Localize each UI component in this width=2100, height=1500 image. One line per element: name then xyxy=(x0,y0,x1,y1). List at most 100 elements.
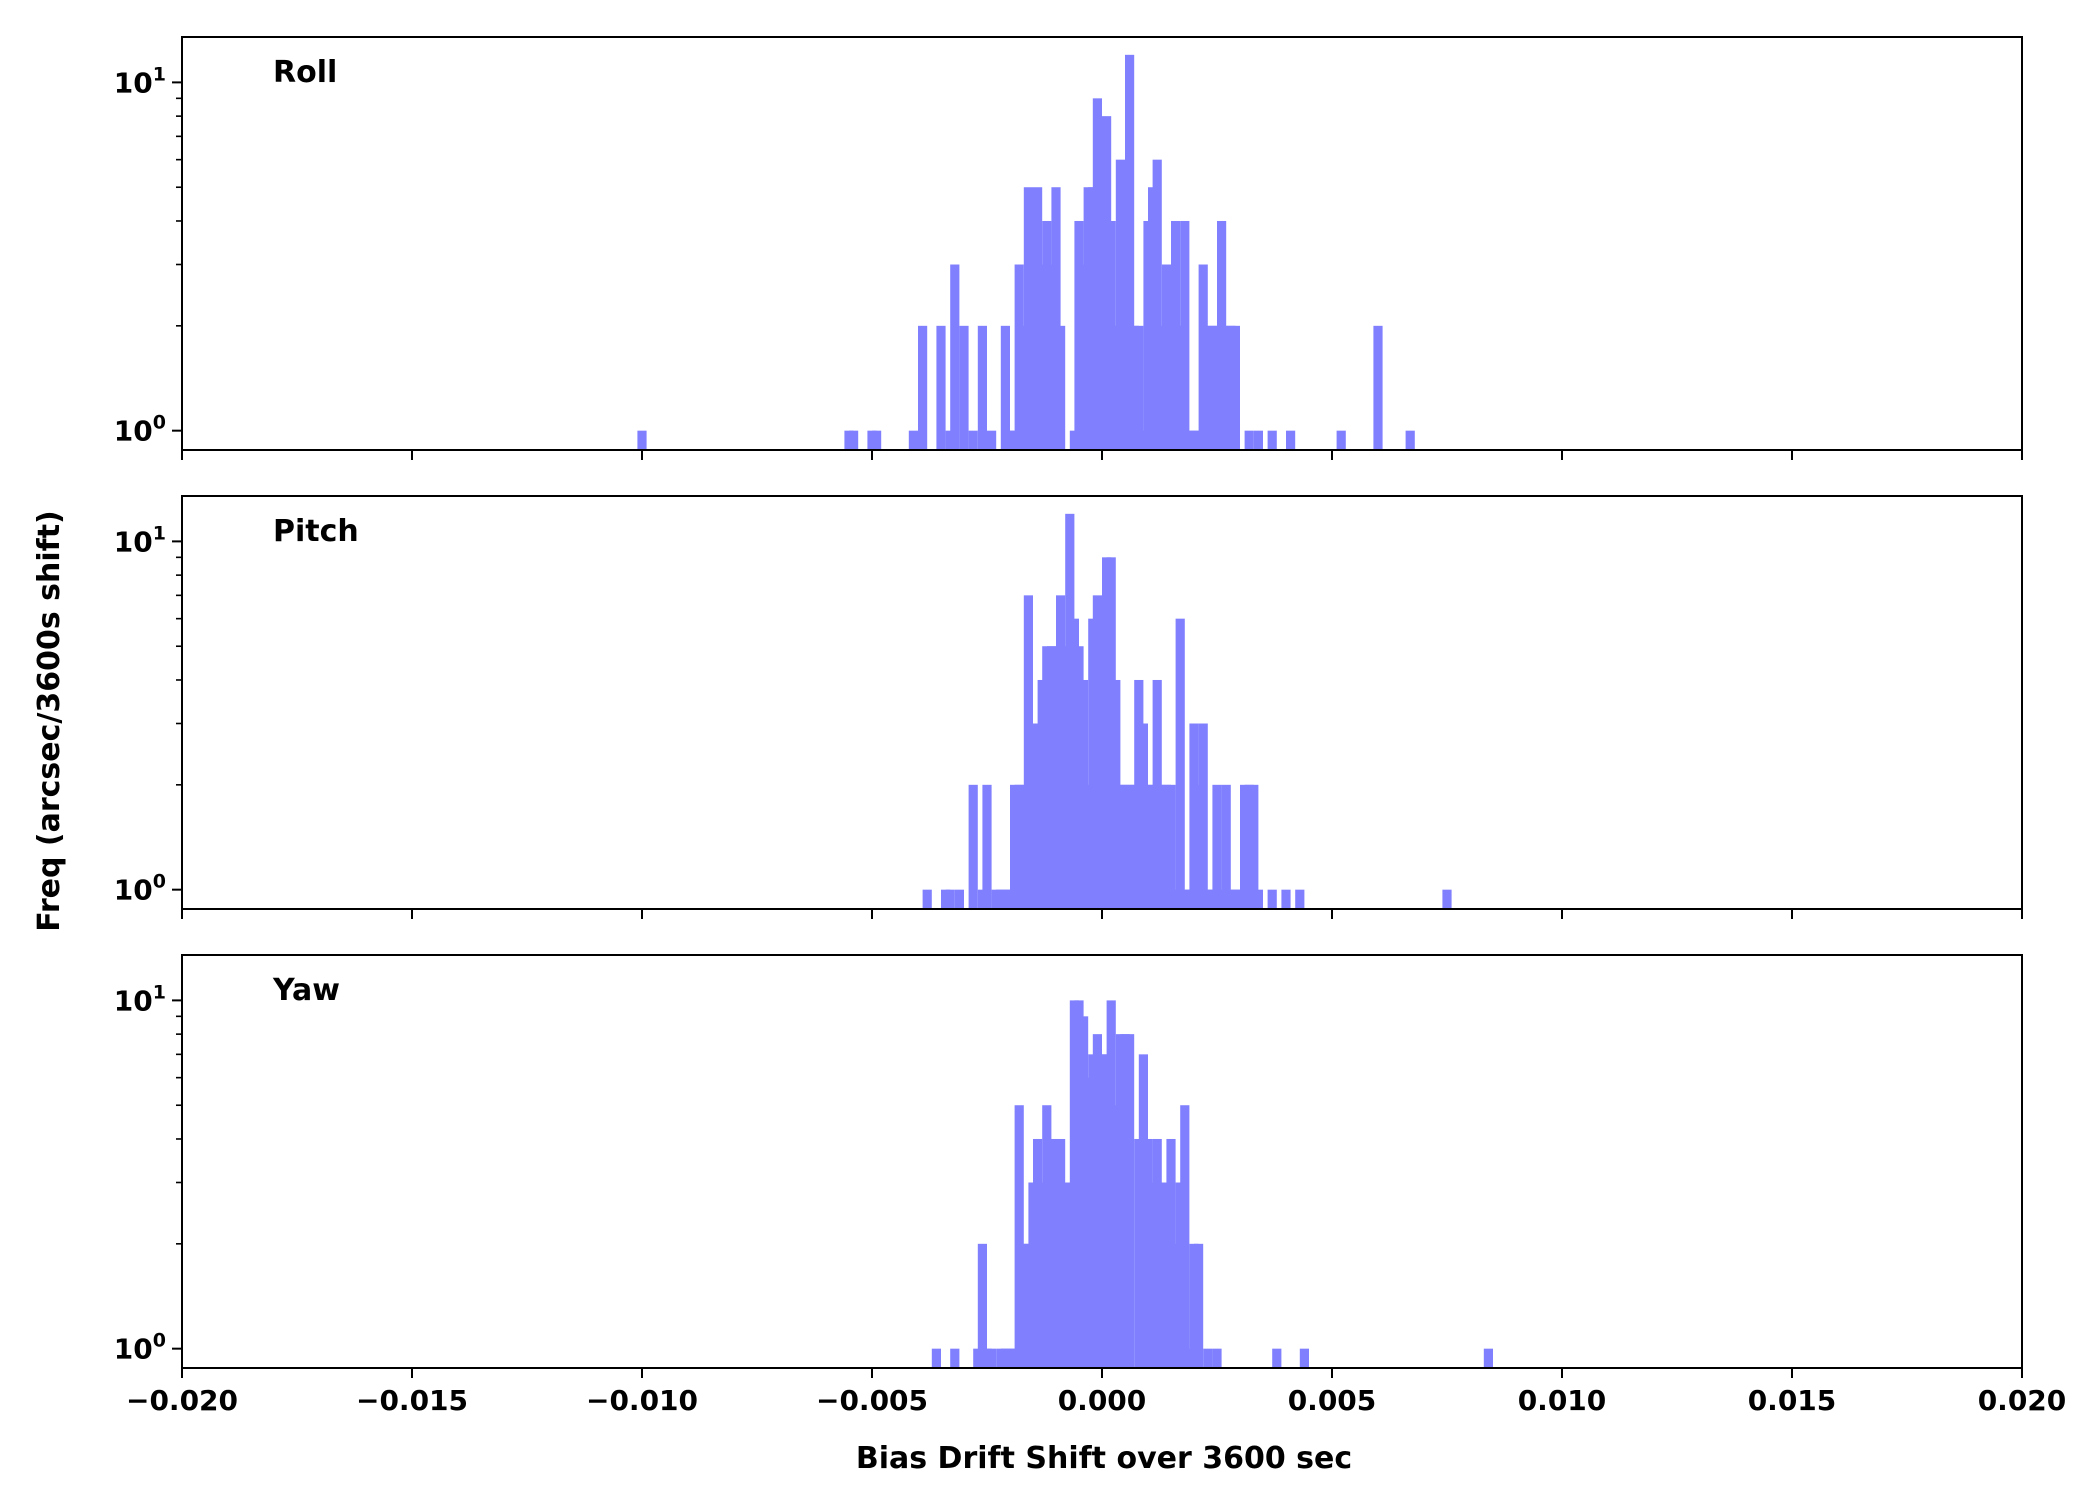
histogram-bar xyxy=(1051,187,1061,451)
histogram-bar xyxy=(1198,723,1208,909)
x-tick-label: −0.005 xyxy=(816,1384,928,1417)
x-tick-label: 0.010 xyxy=(1518,1384,1607,1417)
histogram-bar xyxy=(950,1348,960,1368)
histogram-bar xyxy=(1111,1105,1121,1368)
histogram-bar xyxy=(1267,430,1277,450)
histogram-bar xyxy=(982,784,992,909)
histogram-bar xyxy=(1115,159,1125,450)
histogram-bar xyxy=(1042,220,1052,450)
histogram-bar xyxy=(968,784,978,909)
panel-frame xyxy=(181,36,2023,451)
panel-frame xyxy=(181,495,2023,910)
histogram-bar xyxy=(1014,1105,1024,1368)
y-tick-label: 100 xyxy=(114,871,166,907)
histogram-bar xyxy=(977,1243,987,1368)
panels: 100 101 Roll 100 101 Pitch 100 101 −0.020 −0.015 −… xyxy=(114,36,2066,1417)
histogram-bar xyxy=(872,430,882,450)
histogram-bar xyxy=(945,430,955,450)
panel-yaw: 100 101 −0.020 −0.015 −0.010 −0.005 0.000 0.005… xyxy=(114,954,2066,1417)
histogram-bar xyxy=(1056,325,1066,450)
histogram-bar xyxy=(1226,325,1236,450)
histogram-bar xyxy=(1483,1348,1493,1368)
histogram-bar xyxy=(977,325,987,450)
histogram-bar xyxy=(987,430,997,450)
histogram-bar xyxy=(918,325,928,450)
histogram-bar xyxy=(1244,430,1254,450)
histogram-bar xyxy=(849,430,859,450)
x-tick-label: 0.015 xyxy=(1748,1384,1837,1417)
histogram-bar xyxy=(1180,889,1190,909)
histogram-bar xyxy=(1125,1034,1135,1368)
histogram-bar xyxy=(1042,1105,1052,1368)
histogram-bar xyxy=(1267,889,1277,909)
y-tick-label: 101 xyxy=(114,522,166,558)
histogram-bar xyxy=(1088,1054,1098,1368)
panel-frame xyxy=(181,954,2023,1369)
histogram-bar xyxy=(1134,679,1144,909)
histogram-bar xyxy=(1226,889,1236,909)
panel-label: Pitch xyxy=(273,514,359,549)
histogram-bar xyxy=(1157,784,1167,909)
histogram-bar xyxy=(1253,430,1263,450)
histogram-bar xyxy=(1249,784,1259,909)
histogram-bar xyxy=(1111,679,1121,909)
histogram-bar xyxy=(1157,325,1167,450)
x-tick-label: 0.000 xyxy=(1058,1384,1147,1417)
histogram-bar xyxy=(1014,784,1024,909)
x-tick-label: −0.010 xyxy=(586,1384,698,1417)
histogram-bar xyxy=(1065,1182,1075,1368)
histogram-bar xyxy=(1281,889,1291,909)
panel-pitch: 100 101 Pitch xyxy=(114,495,2023,919)
histogram-bar xyxy=(1336,430,1346,450)
histogram-bar xyxy=(1299,1348,1309,1368)
histogram-bar xyxy=(950,264,960,450)
histogram-bar xyxy=(931,1348,941,1368)
histogram-bar xyxy=(922,889,932,909)
histogram-bar xyxy=(1134,325,1144,450)
histogram-bar xyxy=(637,430,647,450)
histogram-bar xyxy=(908,430,918,450)
histogram-bar xyxy=(1180,1105,1190,1368)
histogram-bar xyxy=(1088,618,1098,909)
histogram-bar xyxy=(1157,1182,1167,1368)
histogram-bar xyxy=(936,325,946,450)
histogram-bar xyxy=(1373,325,1383,450)
y-tick-label: 100 xyxy=(114,412,166,448)
histogram-bar xyxy=(1014,264,1024,450)
y-tick-label: 101 xyxy=(114,981,166,1017)
histogram-bar xyxy=(1230,325,1240,450)
panel-roll: 100 101 Roll xyxy=(114,36,2023,460)
histogram-bar xyxy=(1194,1243,1204,1368)
histogram-bar xyxy=(1042,646,1052,909)
histogram-bar xyxy=(1000,325,1010,450)
histogram-bar xyxy=(1175,618,1185,909)
x-tick-label: 0.005 xyxy=(1288,1384,1377,1417)
histogram-bar xyxy=(968,430,978,450)
histogram-bar xyxy=(1180,220,1190,450)
histogram-bar xyxy=(1203,325,1213,450)
panel-label: Roll xyxy=(273,55,337,90)
x-axis-label: Bias Drift Shift over 3600 sec xyxy=(856,1441,1352,1476)
histogram-bar xyxy=(1152,159,1162,450)
y-axis-label: Freq (arcsec/3600s shift) xyxy=(32,510,67,932)
y-tick-label: 100 xyxy=(114,1330,166,1366)
y-tick-label: 101 xyxy=(114,63,166,99)
histogram-bar xyxy=(1253,889,1263,909)
x-tick-label: −0.020 xyxy=(126,1384,238,1417)
histogram-bar xyxy=(1221,784,1231,909)
histogram-bar xyxy=(1203,1348,1213,1368)
histogram-bar xyxy=(987,1348,997,1368)
histogram-bar xyxy=(954,889,964,909)
histogram-bar xyxy=(1023,595,1033,909)
histogram-bar xyxy=(1295,889,1305,909)
histogram-bar xyxy=(1212,1348,1222,1368)
histogram-bar xyxy=(945,889,955,909)
panel-label: Yaw xyxy=(272,973,340,1008)
histogram-bar xyxy=(991,889,1001,909)
histogram-bar xyxy=(1442,889,1452,909)
histogram-bar xyxy=(1166,784,1176,909)
histogram-bar xyxy=(1088,187,1098,451)
x-tick-label: −0.015 xyxy=(356,1384,468,1417)
histogram-bar xyxy=(1111,325,1121,450)
